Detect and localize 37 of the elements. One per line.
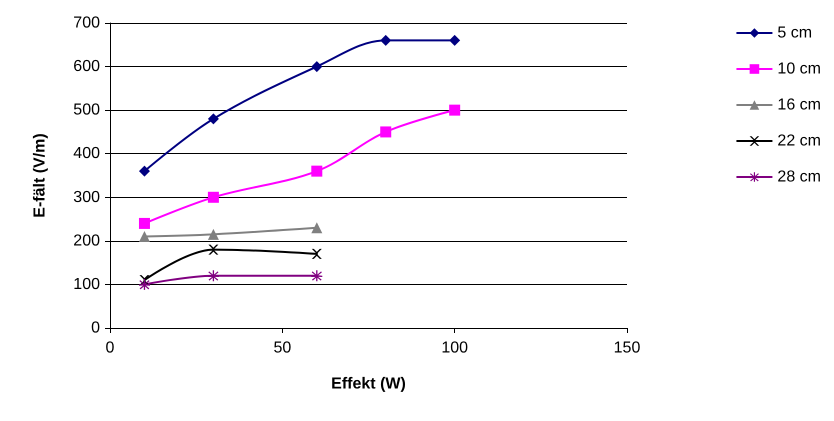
point bbox=[449, 34, 460, 46]
point bbox=[138, 166, 150, 177]
y-tick-label: 400 bbox=[73, 145, 100, 162]
point bbox=[138, 231, 150, 242]
y-tick-label: 300 bbox=[73, 188, 100, 206]
legend-label: 10 cm bbox=[777, 60, 822, 78]
point bbox=[380, 126, 392, 138]
point bbox=[208, 270, 219, 282]
y-tick-label: 600 bbox=[73, 58, 100, 76]
x-tick-label: 150 bbox=[614, 340, 640, 356]
y-axis-title: E-fält (V/m) bbox=[32, 133, 48, 218]
legend-label: 28 cm bbox=[777, 168, 822, 186]
point bbox=[208, 228, 219, 240]
y-tick-label: 200 bbox=[73, 232, 100, 250]
legend-label: 22 cm bbox=[777, 132, 822, 150]
x-axis-title: Effekt (W) bbox=[331, 376, 406, 392]
legend-label: 16 cm bbox=[777, 96, 822, 114]
point bbox=[311, 61, 322, 72]
point bbox=[208, 244, 218, 255]
point bbox=[311, 222, 322, 234]
point bbox=[311, 166, 322, 177]
point bbox=[208, 192, 219, 203]
x-tick-label: 50 bbox=[273, 340, 292, 356]
point bbox=[208, 113, 219, 124]
point bbox=[138, 278, 150, 290]
y-tick-label: 100 bbox=[73, 276, 100, 293]
point bbox=[449, 104, 460, 116]
y-tick-label: 700 bbox=[73, 14, 100, 32]
point bbox=[311, 270, 322, 282]
point bbox=[312, 248, 322, 259]
x-tick-label: 0 bbox=[106, 340, 115, 356]
point bbox=[138, 218, 150, 229]
legend-label: 5 cm bbox=[777, 24, 812, 42]
y-tick-label: 0 bbox=[91, 320, 100, 336]
point bbox=[380, 34, 392, 46]
x-tick-label: 100 bbox=[441, 340, 468, 356]
y-tick-label: 500 bbox=[73, 102, 100, 119]
